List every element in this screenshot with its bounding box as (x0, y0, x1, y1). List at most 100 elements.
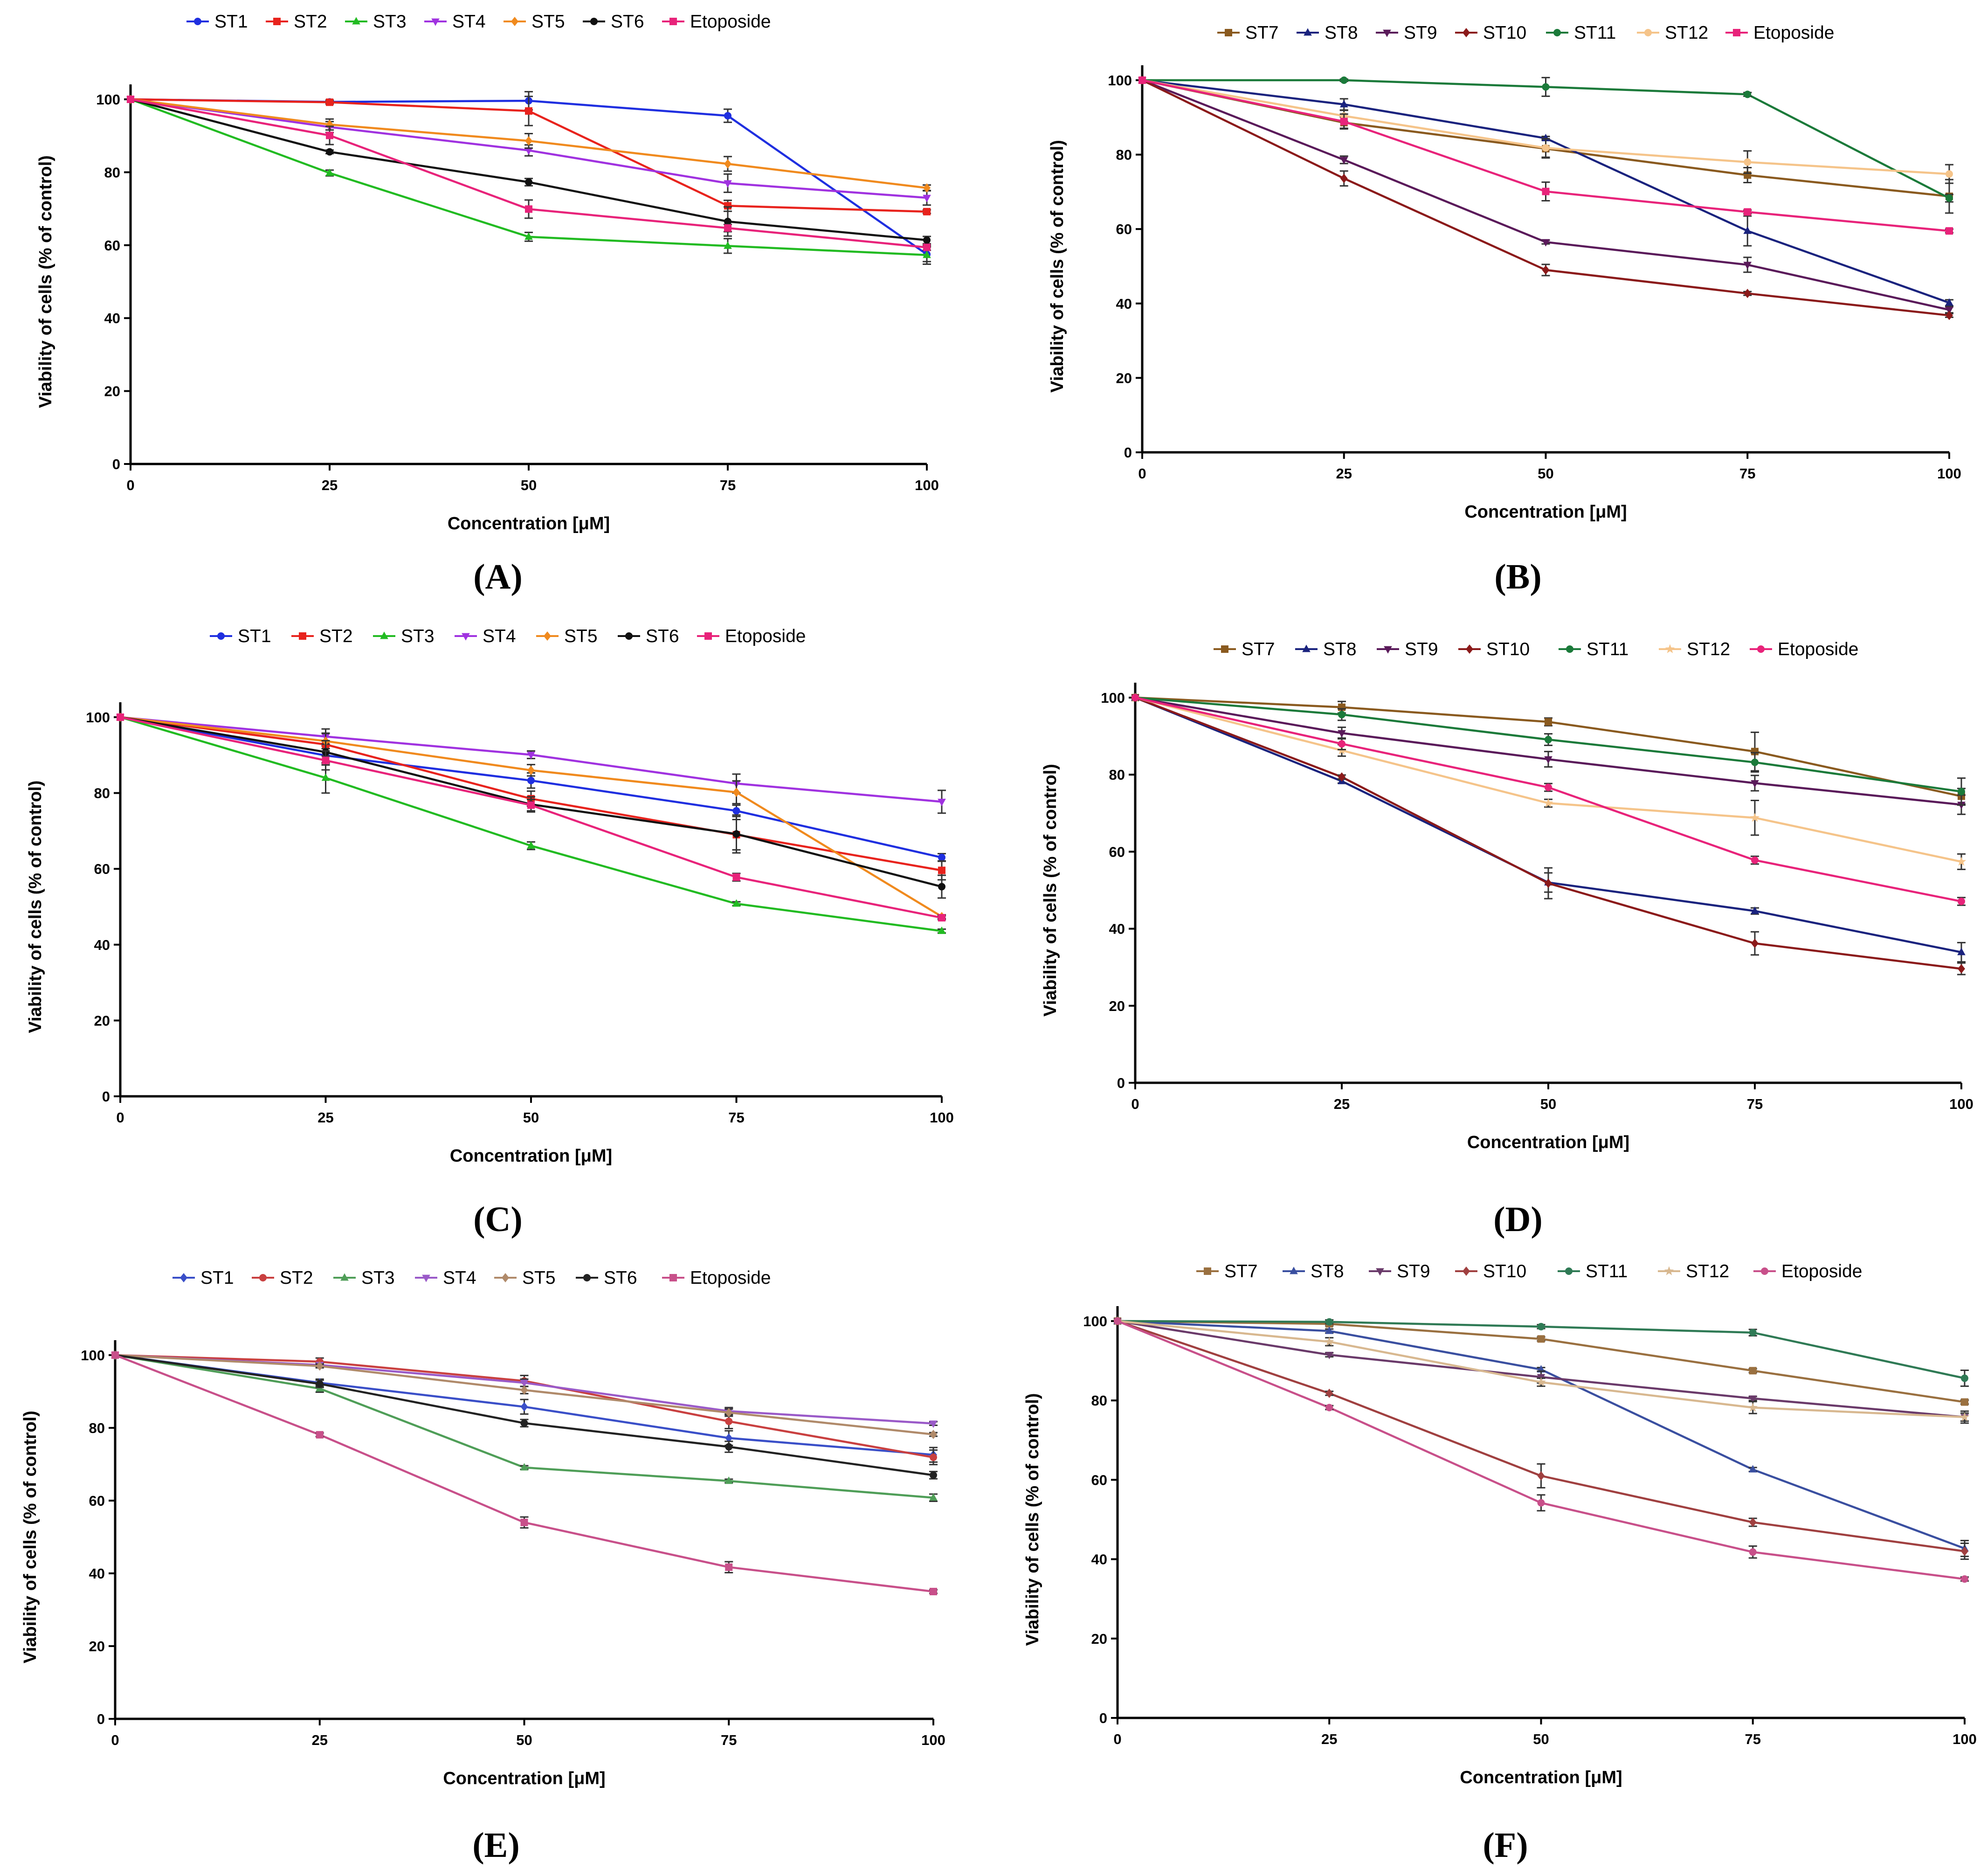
data-point-st8 (1957, 948, 1966, 955)
data-point-st3 (325, 168, 334, 176)
data-point-etoposide (1340, 118, 1348, 125)
y-tick-label: 40 (94, 937, 110, 953)
data-point-st12 (1959, 1412, 1970, 1421)
y-tick-label: 20 (1091, 1631, 1107, 1647)
y-axis-title: Viability of cells (% of control) (21, 1411, 40, 1663)
data-point-st5 (316, 1361, 324, 1371)
x-tick-label: 25 (312, 1732, 328, 1748)
y-tick-label: 80 (1109, 767, 1125, 783)
legend-item-st8: ST8 (1283, 1261, 1344, 1281)
legend: ST7 ST8 ST9 ST10 ST11 ST12 Etoposide (1217, 23, 1834, 43)
x-tick-label: 75 (721, 1732, 737, 1748)
y-tick-label: 20 (104, 383, 120, 400)
legend-marker-st3 (380, 631, 388, 639)
data-point-st12 (1543, 798, 1553, 808)
legend: ST1 ST2 ST3 ST4 ST5 ST6 Etoposide (186, 12, 771, 32)
x-tick-label: 50 (516, 1732, 532, 1748)
x-tick-label: 100 (915, 477, 939, 493)
data-point-etoposide (1338, 740, 1345, 748)
x-tick-label: 25 (1334, 1096, 1350, 1112)
series-etoposide (111, 1351, 938, 1595)
series-st10 (1131, 693, 1966, 976)
data-point-st3 (938, 926, 946, 934)
data-point-etoposide (117, 713, 124, 721)
x-tick-label: 100 (1937, 465, 1961, 482)
x-tick-label: 75 (1747, 1096, 1763, 1112)
panel-label: (D) (1493, 1200, 1543, 1239)
x-tick-label: 50 (1533, 1731, 1549, 1747)
data-point-st6 (525, 178, 532, 186)
x-tick-label: 0 (1131, 1096, 1139, 1112)
legend-item-st10: ST10 (1455, 1261, 1526, 1281)
legend-label-st11: ST11 (1574, 23, 1616, 43)
x-tick-label: 50 (521, 477, 537, 493)
legend-item-st9: ST9 (1376, 23, 1437, 43)
legend-marker-st12 (1644, 29, 1652, 36)
data-point-st1 (732, 807, 740, 815)
data-point-st7 (1751, 748, 1759, 755)
x-tick-label: 0 (126, 477, 134, 493)
y-tick-label: 0 (112, 456, 120, 472)
y-tick-label: 40 (1109, 921, 1125, 937)
y-tick-label: 80 (104, 164, 120, 180)
data-point-st5 (520, 1385, 528, 1395)
legend-label-st11: ST11 (1586, 1261, 1628, 1281)
chart-svg-d: 0 20 40 60 80 100 0 25 50 75 100 Concentration [μM]… (1041, 639, 1973, 1239)
legend-marker-etoposide (1733, 29, 1740, 36)
legend-marker-etoposide (1757, 645, 1765, 653)
legend-label-st12: ST12 (1686, 1261, 1729, 1281)
series-etoposide (1114, 1317, 1969, 1583)
plot-area (1112, 1316, 1970, 1583)
data-point-etoposide (1545, 783, 1552, 791)
series-line-st10 (1117, 1320, 1965, 1552)
data-point-st2 (938, 866, 945, 874)
data-point-st8 (1541, 133, 1550, 141)
data-point-st3 (929, 1493, 938, 1501)
legend-item-st3: ST3 (373, 626, 435, 646)
legend-marker-st7 (1221, 645, 1228, 653)
legend-label-etoposide: Etoposide (690, 1268, 771, 1288)
legend-item-st4: ST4 (415, 1268, 476, 1288)
x-tick-label: 0 (1113, 1731, 1121, 1747)
data-point-st5 (525, 136, 532, 146)
series-st9 (1131, 694, 1966, 815)
legend-marker-st10 (1466, 644, 1473, 654)
data-point-st6 (732, 830, 740, 838)
series-line-st8 (1117, 1320, 1965, 1550)
y-tick-label: 60 (1091, 1472, 1107, 1488)
data-point-etoposide (1325, 1404, 1333, 1412)
data-point-st11 (1537, 1322, 1545, 1330)
legend-item-st12: ST12 (1658, 1261, 1729, 1281)
data-point-st12 (1956, 857, 1966, 866)
data-point-etoposide (1131, 694, 1139, 701)
data-point-st5 (930, 1430, 937, 1440)
y-tick-label: 20 (89, 1638, 105, 1654)
legend-item-st9: ST9 (1377, 639, 1438, 659)
data-point-st7 (1537, 1335, 1545, 1343)
data-point-st11 (1751, 758, 1759, 766)
data-point-st2 (725, 1417, 733, 1425)
series-st7 (1114, 1317, 1969, 1406)
axes: 0 20 40 60 80 100 0 25 50 75 100 Concentration [μM]… (26, 702, 954, 1166)
panel-label: (F) (1483, 1826, 1528, 1865)
data-point-st4 (929, 1420, 938, 1428)
legend-item-st8: ST8 (1295, 639, 1357, 659)
legend-marker-st8 (1290, 1267, 1298, 1274)
series-st1 (117, 713, 946, 862)
series-st11 (1138, 76, 1953, 203)
y-tick-label: 80 (94, 785, 110, 802)
legend-item-st2: ST2 (252, 1268, 313, 1288)
data-point-etoposide (1751, 856, 1759, 864)
legend-marker-st5 (544, 631, 551, 641)
x-tick-label: 75 (728, 1109, 744, 1126)
y-tick-label: 60 (94, 861, 110, 877)
legend-item-st3: ST3 (333, 1268, 395, 1288)
legend-label-st5: ST5 (531, 12, 565, 32)
y-tick-label: 0 (1117, 1075, 1125, 1091)
plot-area (1138, 76, 1953, 320)
legend-item-st4: ST4 (424, 12, 486, 32)
data-point-st10 (1961, 1546, 1968, 1556)
y-tick-label: 20 (1116, 370, 1132, 386)
data-point-st5 (724, 159, 731, 169)
data-point-st9 (1751, 780, 1759, 788)
